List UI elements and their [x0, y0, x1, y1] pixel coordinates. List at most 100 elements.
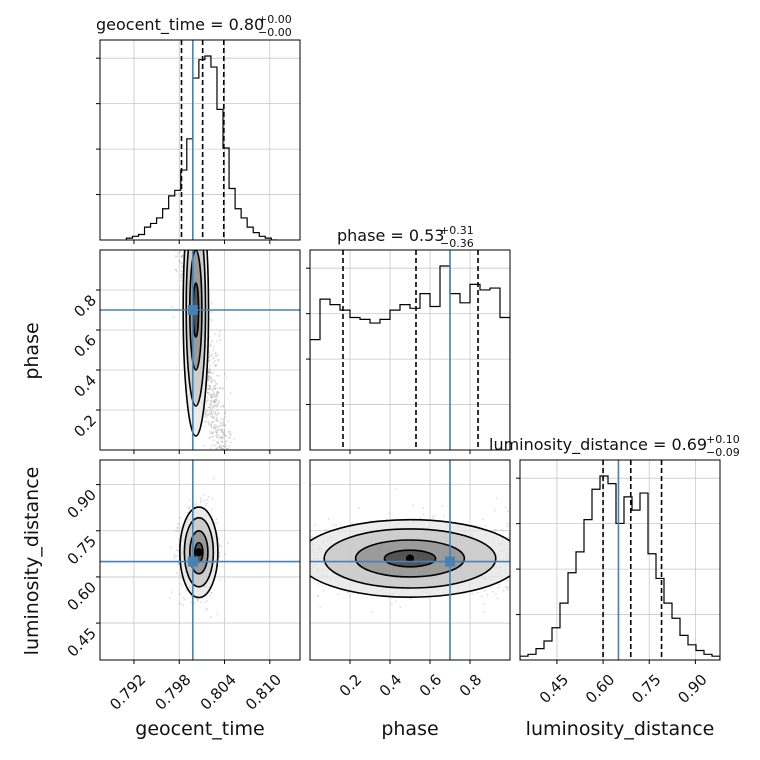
sample-point	[209, 410, 211, 413]
sample-point	[219, 437, 222, 440]
title-luminosity-distance-minus: −0.09	[706, 446, 740, 459]
sample-point	[208, 351, 211, 353]
sample-point	[208, 436, 211, 439]
sample-point	[221, 440, 223, 443]
sample-point	[214, 427, 216, 430]
sample-point	[394, 600, 397, 603]
sample-point	[210, 376, 212, 378]
sample-point	[507, 586, 510, 589]
sample-point	[221, 441, 224, 444]
histogram-geocent_time	[125, 55, 278, 240]
sample-point	[212, 416, 214, 419]
sample-point	[210, 301, 213, 304]
sample-point	[217, 441, 219, 444]
sample-point	[230, 441, 232, 444]
sample-point	[209, 430, 211, 433]
sample-point	[216, 382, 218, 385]
sample-point	[210, 381, 212, 384]
sample-point	[211, 497, 214, 500]
sample-point	[215, 428, 218, 431]
sample-point	[177, 550, 180, 552]
sample-point	[180, 256, 183, 259]
sample-point	[217, 434, 219, 437]
sample-point	[216, 412, 219, 415]
sample-point	[207, 421, 210, 424]
sample-point	[216, 340, 218, 343]
sample-point	[224, 440, 227, 443]
sample-point	[205, 502, 208, 505]
sample-point	[215, 518, 218, 521]
sample-point	[207, 391, 209, 394]
sample-point	[205, 608, 207, 611]
sample-point	[218, 565, 221, 568]
sample-point	[210, 355, 213, 358]
sample-point	[185, 589, 188, 591]
sample-point	[206, 396, 209, 398]
sample-point	[218, 543, 221, 546]
sample-point	[388, 512, 391, 515]
sample-point	[214, 405, 217, 408]
sample-point	[222, 436, 225, 439]
sample-point	[180, 279, 182, 282]
sample-point	[208, 371, 210, 374]
sample-point	[496, 597, 499, 600]
sample-point	[209, 413, 211, 416]
sample-point	[224, 416, 227, 418]
sample-point	[210, 396, 213, 399]
sample-point	[214, 394, 217, 397]
sample-point	[505, 506, 507, 509]
sample-point	[221, 448, 223, 450]
sample-point	[216, 403, 219, 406]
sample-point	[225, 434, 228, 437]
sample-point	[181, 262, 183, 265]
ylabel-luminosity-distance: luminosity_distance	[21, 467, 43, 656]
sample-point	[218, 545, 220, 548]
sample-point	[490, 586, 492, 589]
sample-point	[177, 538, 180, 541]
density-layer	[310, 488, 510, 613]
sample-point	[203, 601, 206, 603]
sample-point	[171, 591, 173, 593]
sample-point	[213, 425, 216, 428]
ytick-label-phase: 0.2	[70, 411, 100, 441]
sample-point	[215, 426, 218, 429]
xtick-label-geocent_time: 0.792	[106, 671, 149, 714]
sample-point	[209, 403, 212, 406]
title-luminosity-distance: luminosity_distance = 0.69	[489, 435, 707, 455]
sample-point	[506, 522, 508, 525]
sample-point	[174, 530, 177, 533]
sample-point	[210, 412, 213, 415]
sample-point	[174, 556, 176, 558]
sample-point	[209, 372, 212, 374]
sample-point	[208, 359, 211, 362]
sample-point	[208, 387, 211, 390]
sample-point	[209, 402, 212, 405]
sample-point	[229, 433, 232, 436]
sample-point	[177, 563, 180, 566]
sample-point	[207, 413, 210, 416]
title-geocent-time-plus: +0.00	[258, 13, 292, 26]
sample-point	[213, 393, 216, 396]
sample-point	[218, 425, 221, 427]
sample-point	[210, 421, 213, 423]
sample-point	[223, 434, 226, 436]
sample-point	[181, 255, 184, 258]
title-geocent-time: geocent_time = 0.80	[96, 15, 264, 35]
sample-point	[181, 270, 184, 272]
sample-point	[215, 400, 218, 403]
sample-point	[205, 416, 208, 419]
sample-point	[204, 411, 207, 414]
sample-point	[213, 387, 216, 390]
sample-point	[224, 424, 226, 427]
sample-point	[216, 390, 219, 393]
sample-point	[217, 420, 219, 423]
sample-point	[222, 406, 225, 408]
sample-point	[219, 446, 222, 449]
sample-point	[177, 252, 180, 254]
sample-point	[178, 261, 181, 264]
sample-point	[483, 611, 486, 613]
panel-luminosity_distance-luminosity_distance	[516, 459, 721, 664]
sample-point	[206, 409, 209, 412]
sample-point	[208, 413, 210, 415]
sample-point	[221, 429, 224, 432]
